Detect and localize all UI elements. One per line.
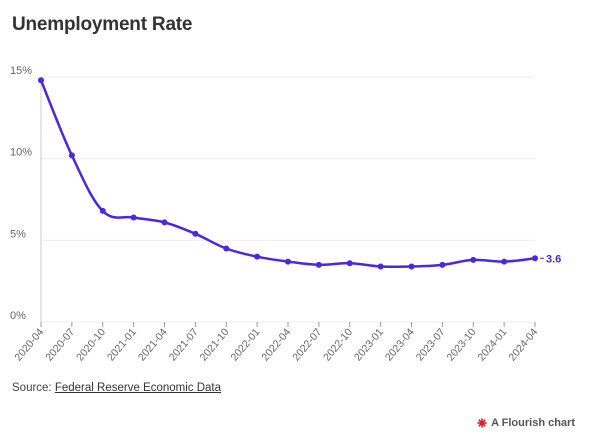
data-point[interactable]: [68, 152, 75, 159]
end-value-label: 3.6: [546, 253, 561, 265]
data-point[interactable]: [223, 245, 230, 252]
x-tick-label: 2021-07: [167, 326, 201, 363]
x-tick-label: 2023-07: [414, 326, 448, 363]
x-tick-label: 2022-04: [259, 326, 293, 363]
source-note: Source: Federal Reserve Economic Data: [12, 382, 221, 394]
source-prefix: Source:: [12, 382, 55, 394]
data-point[interactable]: [285, 258, 291, 265]
x-tick-label: 2024-04: [506, 326, 540, 363]
y-tick-label: 15%: [10, 65, 32, 77]
flourish-brand[interactable]: A Flourish chart: [477, 417, 575, 429]
y-tick-label: 10%: [10, 147, 32, 159]
data-point[interactable]: [377, 263, 384, 270]
data-point[interactable]: [501, 258, 508, 265]
x-tick-label: 2020-10: [74, 326, 108, 363]
data-point[interactable]: [130, 214, 137, 221]
x-tick-label: 2024-01: [475, 326, 509, 363]
x-tick-label: 2021-10: [198, 326, 232, 363]
x-tick-label: 2023-10: [445, 326, 479, 363]
x-tick-label: 2022-01: [228, 326, 262, 363]
data-point[interactable]: [439, 261, 446, 268]
y-tick-label: 5%: [10, 228, 26, 240]
x-tick-label: 2020-04: [12, 326, 46, 363]
x-axis-ticks: 2020-042020-072020-102021-012021-042021-…: [12, 322, 540, 363]
series-group: 3.6: [38, 77, 561, 270]
flourish-logo-icon: [477, 418, 487, 428]
chart-title: Unemployment Rate: [12, 14, 193, 35]
data-point[interactable]: [38, 77, 44, 84]
data-point[interactable]: [346, 260, 353, 267]
x-tick-label: 2023-04: [383, 326, 417, 363]
y-tick-label: 0%: [10, 310, 26, 322]
x-tick-label: 2022-10: [321, 326, 355, 363]
source-link[interactable]: Federal Reserve Economic Data: [54, 382, 222, 394]
data-point[interactable]: [254, 253, 261, 260]
x-tick-label: 2022-07: [290, 326, 324, 363]
x-tick-label: 2020-07: [43, 326, 77, 363]
data-point[interactable]: [99, 207, 106, 214]
brand-label: A Flourish chart: [491, 417, 575, 429]
x-tick-label: 2021-04: [136, 326, 170, 363]
y-axis-ticks: 0% 5% 10% 15%: [10, 65, 32, 322]
data-point[interactable]: [408, 263, 415, 270]
data-point[interactable]: [532, 255, 538, 262]
data-point[interactable]: [470, 256, 477, 263]
grid-lines: [40, 76, 535, 323]
data-point[interactable]: [161, 219, 168, 226]
x-tick-label: 2021-01: [105, 326, 139, 363]
series-line: [39, 79, 536, 269]
data-point[interactable]: [315, 261, 322, 268]
data-point[interactable]: [192, 230, 199, 237]
x-tick-label: 2023-01: [352, 326, 386, 363]
